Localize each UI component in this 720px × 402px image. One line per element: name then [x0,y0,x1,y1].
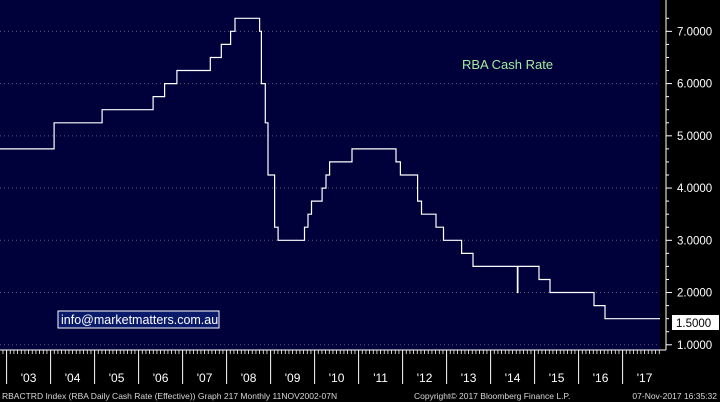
x-tick-label: '13 [461,371,477,385]
email-text[interactable]: info@marketmatters.com.au [61,313,218,327]
y-tick-label: 1.0000 [677,340,712,352]
x-tick-label: '12 [417,371,433,385]
x-tick-label: '15 [549,371,565,385]
x-tick-label: '05 [109,371,125,385]
footer-index-info: RBACTRD Index (RBA Daily Cash Rate (Effe… [2,391,337,401]
y-tick-label: 2.0000 [677,288,712,300]
x-tick-label: '07 [197,371,213,385]
series-line [0,17,660,320]
series-label: RBA Cash Rate [462,57,553,72]
x-tick-label: '11 [373,371,388,385]
series-rba-cash-rate [0,17,660,320]
email-box [57,310,220,329]
y-tick-label: 6.0000 [677,79,712,91]
y-axis: 1.0000 2.0000 3.0000 4.0000 5.0000 6.0000 7.00… [665,0,712,352]
x-tick-label: '10 [329,371,345,385]
x-tick-label: '04 [65,371,81,385]
footer-copyright: Copyright© 2017 Bloomberg Finance L.P. [414,391,570,401]
x-tick-label: '09 [285,371,301,385]
x-tick-label: '08 [241,371,257,385]
last-value-badge [672,315,719,330]
x-tick-label: '16 [593,371,609,385]
x-tick-label: '03 [21,371,37,385]
last-value-text: 1.5000 [676,318,711,330]
x-tick-label: '06 [153,371,169,385]
x-tick-label: '14 [505,371,521,385]
footer-timestamp: 07-Nov-2017 16:35:32 [632,391,717,401]
y-tick-label: 4.0000 [677,183,712,195]
y-tick-label: 7.0000 [677,26,712,38]
y-tick-label: 5.0000 [677,131,712,143]
x-tick-label: '17 [637,371,653,385]
x-axis: '03 '04 '05 '06 '07 '08 '09 '10 '11 '12 '13 '14 '15 '… [0,349,666,385]
y-tick-label: 3.0000 [677,235,712,247]
